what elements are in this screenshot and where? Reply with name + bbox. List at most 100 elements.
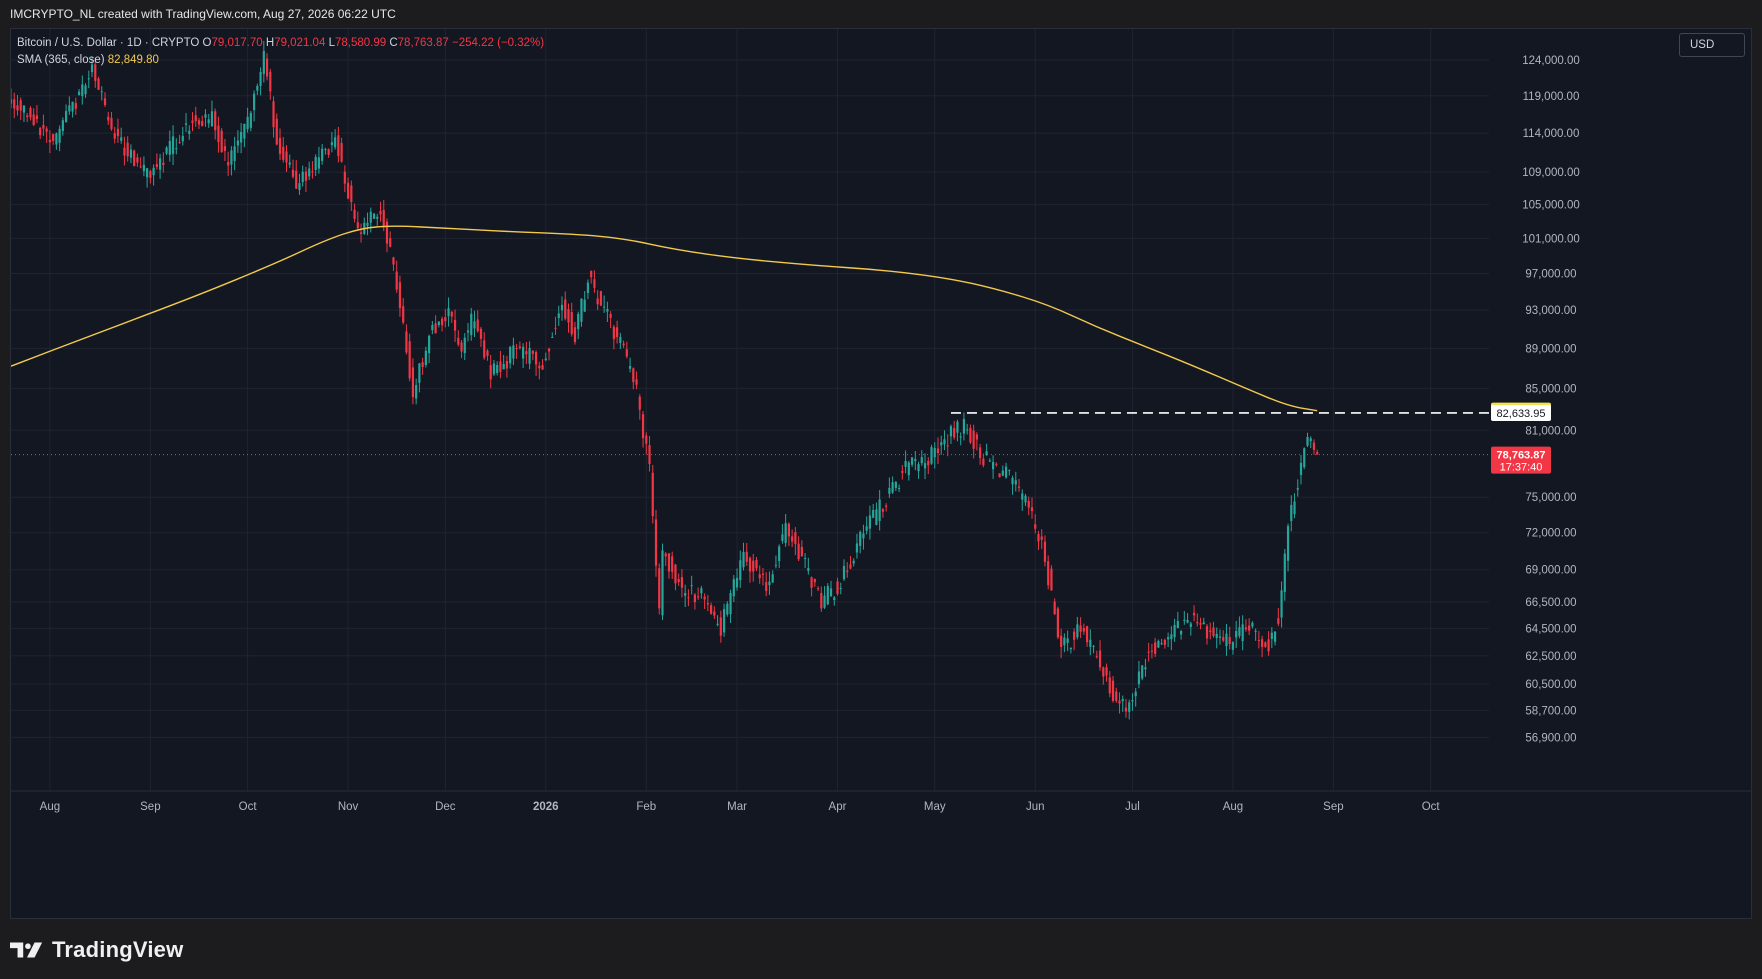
candle (534, 350, 538, 376)
candle (859, 530, 862, 554)
currency-button[interactable]: USD (1679, 33, 1745, 57)
candle (505, 355, 509, 378)
candle (645, 432, 648, 455)
candle (1257, 630, 1260, 649)
candle (897, 484, 901, 493)
candle (210, 100, 214, 127)
candle (515, 344, 518, 359)
candle (677, 573, 680, 586)
candle (376, 213, 379, 226)
candle (774, 555, 778, 569)
candle (220, 128, 223, 153)
candle (573, 321, 577, 345)
candle (933, 442, 936, 469)
candle (470, 307, 473, 341)
symbol-name[interactable]: Bitcoin / U.S. Dollar · 1D · CRYPTO (17, 37, 200, 49)
candle (476, 310, 479, 333)
candle (415, 378, 418, 405)
candle (761, 568, 765, 586)
candle (953, 420, 956, 440)
candle (269, 68, 272, 100)
candle (1251, 621, 1254, 629)
candle (972, 424, 975, 459)
candle (654, 510, 658, 577)
candle (90, 56, 94, 78)
tradingview-logo[interactable]: TradingView (10, 920, 410, 979)
candle (337, 126, 340, 163)
candle (1170, 626, 1173, 651)
price-tick-label: 119,000.00 (1523, 91, 1580, 103)
candle (1128, 699, 1131, 720)
candle (959, 432, 962, 446)
candle (74, 97, 77, 116)
low-label: L (328, 37, 335, 49)
candle (985, 443, 988, 456)
candle (755, 556, 758, 572)
candle (1115, 687, 1118, 703)
time-tick-label: Oct (239, 801, 258, 813)
price-chart[interactable]: 124,000.00 119,000.00 114,000.00 109,000.00… (11, 29, 1751, 918)
candle (531, 350, 534, 361)
candle (1273, 630, 1277, 646)
candle (1163, 638, 1166, 649)
price-tick-label: 75,000.00 (1525, 492, 1576, 504)
time-tick-label: Jul (1125, 801, 1140, 813)
candle (781, 524, 784, 544)
candle (22, 104, 26, 123)
candle (227, 151, 230, 176)
candle (544, 352, 547, 362)
candle (813, 578, 816, 587)
chart-panel[interactable]: 124,000.00 119,000.00 114,000.00 109,000.00… (10, 28, 1752, 919)
candle (1043, 535, 1047, 567)
candle (440, 316, 444, 332)
candle (1098, 640, 1102, 671)
candle (852, 558, 855, 567)
candle (742, 542, 745, 571)
candle (590, 270, 593, 284)
candle (1179, 629, 1183, 640)
candle (126, 136, 129, 162)
candle (68, 96, 71, 115)
candle (1118, 692, 1121, 714)
candle (778, 544, 781, 568)
candle (301, 165, 304, 187)
candle (923, 453, 927, 480)
candle (1183, 611, 1186, 625)
sma-legend-label[interactable]: SMA (365, close) (17, 54, 105, 66)
candle (661, 543, 664, 620)
candle (1254, 628, 1257, 641)
candle (632, 367, 635, 390)
candle (304, 166, 308, 193)
candle (1085, 625, 1089, 647)
candle (771, 570, 774, 584)
candle (768, 571, 771, 595)
candle (129, 144, 133, 164)
candle (29, 106, 32, 121)
candle (158, 153, 162, 179)
candle (489, 354, 492, 389)
candle (1235, 620, 1238, 649)
chart-legend: Bitcoin / U.S. Dollar · 1D · CRYPTO O79,… (17, 35, 544, 69)
candle (84, 83, 87, 98)
candle (872, 503, 875, 519)
candle (97, 76, 100, 91)
candle (259, 67, 262, 96)
time-tick-label: Nov (338, 801, 359, 813)
candle (233, 136, 236, 171)
candle (450, 310, 453, 323)
candle (791, 529, 794, 548)
candle (868, 505, 872, 540)
candle (502, 355, 505, 370)
candle (940, 435, 943, 455)
candle (894, 480, 897, 491)
candle (363, 217, 366, 235)
candle (1014, 471, 1017, 492)
candle (58, 125, 61, 152)
candle (936, 437, 940, 465)
candle (878, 489, 881, 531)
candle (483, 332, 486, 360)
high-label: H (265, 37, 275, 49)
candle (327, 148, 330, 158)
time-tick-label: Jun (1026, 801, 1045, 813)
